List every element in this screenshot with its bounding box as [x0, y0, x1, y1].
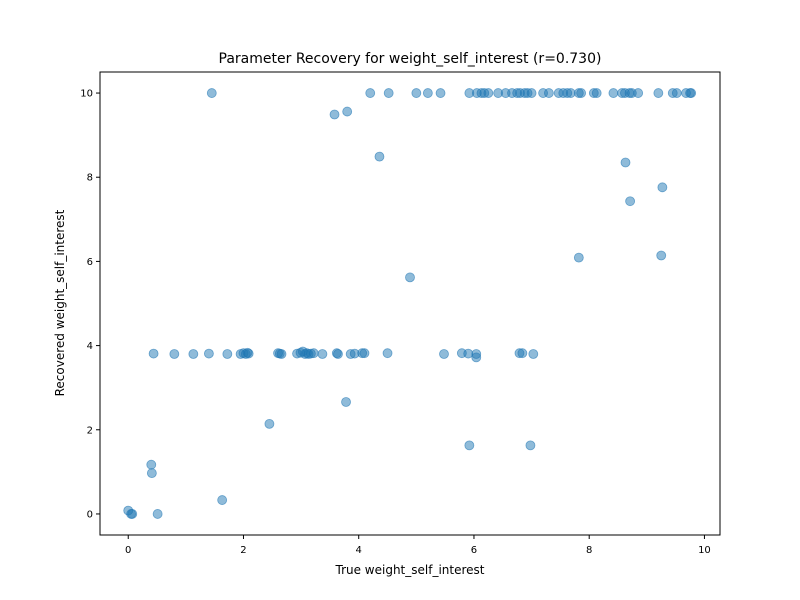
- x-tick-label: 8: [586, 545, 592, 556]
- x-tick-label: 4: [356, 545, 362, 556]
- data-point: [317, 349, 328, 359]
- y-tick-label: 4: [87, 341, 93, 352]
- data-point: [625, 196, 636, 207]
- data-point: [483, 88, 494, 98]
- data-point: [435, 88, 446, 98]
- data-point: [576, 88, 587, 98]
- data-point: [276, 349, 287, 359]
- data-point: [203, 348, 214, 359]
- data-point: [464, 440, 475, 451]
- y-tick-label: 6: [87, 257, 93, 268]
- data-point: [206, 88, 217, 98]
- data-point: [243, 348, 254, 359]
- y-axis-label: Recovered weight_self_interest: [53, 209, 67, 396]
- chart-title: Parameter Recovery for weight_self_inter…: [219, 51, 602, 67]
- data-point: [308, 348, 319, 359]
- data-point: [146, 459, 157, 470]
- x-tick-label: 2: [240, 545, 246, 556]
- data-point: [657, 182, 668, 193]
- data-point: [169, 349, 180, 359]
- y-tick-label: 0: [87, 509, 93, 520]
- x-axis-ticks: 0 2 4 6 8 10: [125, 535, 711, 556]
- data-point: [148, 348, 159, 359]
- y-axis-ticks: 0 2 4 6 8 10: [80, 89, 100, 520]
- data-point: [146, 468, 157, 479]
- data-point: [653, 88, 664, 98]
- data-point: [411, 88, 422, 98]
- y-tick-label: 2: [87, 425, 93, 436]
- data-point: [573, 252, 584, 263]
- data-point: [422, 88, 433, 98]
- data-point: [591, 88, 602, 98]
- data-point: [405, 272, 415, 283]
- x-tick-label: 6: [471, 545, 477, 556]
- points-layer: [123, 88, 697, 519]
- data-point: [463, 348, 474, 359]
- data-point: [342, 106, 353, 117]
- data-point: [517, 348, 528, 359]
- data-point: [565, 88, 576, 98]
- data-point: [341, 397, 351, 407]
- data-point: [686, 88, 697, 98]
- data-point: [365, 88, 376, 98]
- data-point: [222, 349, 233, 359]
- data-point: [656, 250, 667, 261]
- data-point: [439, 349, 449, 359]
- data-point: [217, 495, 228, 505]
- data-point: [525, 440, 536, 451]
- data-point: [152, 509, 163, 519]
- y-tick-label: 10: [80, 89, 93, 100]
- data-point: [188, 349, 199, 359]
- data-point: [620, 157, 631, 168]
- data-point: [264, 418, 275, 429]
- data-point: [374, 151, 385, 162]
- x-tick-label: 0: [125, 545, 131, 556]
- data-point: [127, 509, 138, 519]
- data-point: [633, 88, 644, 98]
- data-point: [671, 88, 682, 98]
- x-axis-label: True weight_self_interest: [335, 563, 485, 577]
- data-point: [471, 352, 482, 363]
- data-point: [329, 109, 340, 120]
- data-point: [608, 88, 619, 98]
- data-point: [526, 88, 537, 98]
- data-point: [382, 348, 393, 359]
- data-point: [528, 349, 539, 359]
- x-tick-label: 10: [698, 545, 711, 556]
- data-point: [333, 349, 343, 359]
- y-tick-label: 8: [87, 173, 93, 184]
- data-point: [359, 348, 370, 359]
- data-point: [543, 88, 554, 98]
- plot-area: [100, 72, 720, 535]
- plot-frame: [99, 71, 721, 536]
- data-point: [383, 88, 394, 98]
